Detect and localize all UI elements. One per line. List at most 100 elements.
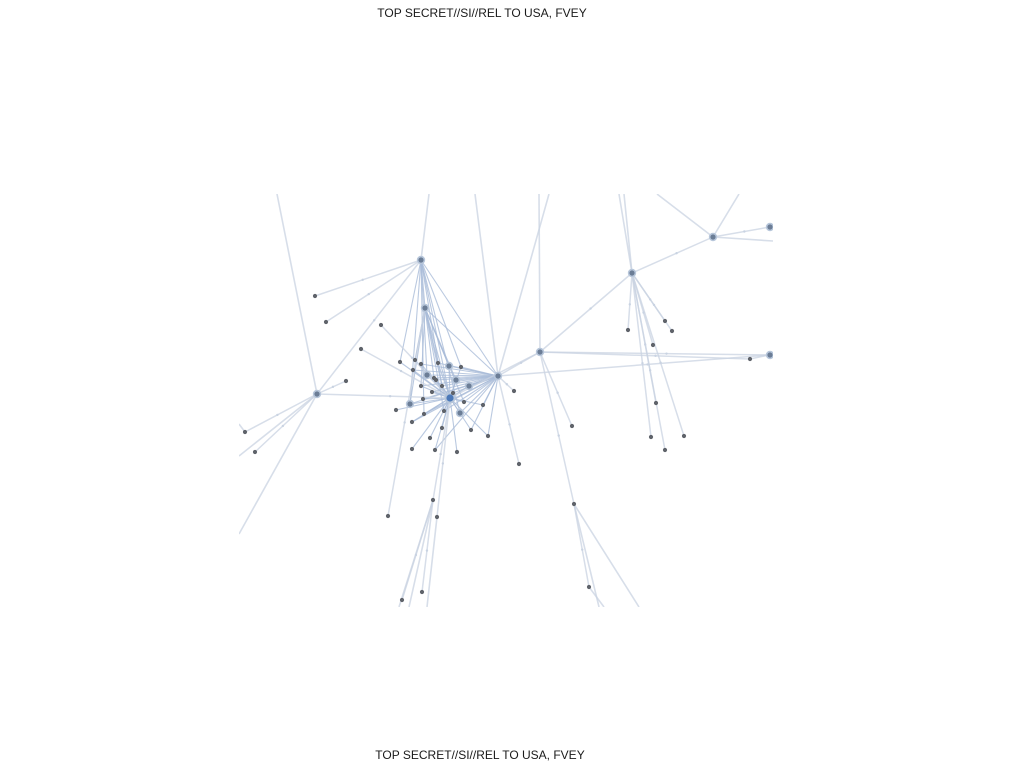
graph-node <box>431 375 437 381</box>
graph-hub-node <box>407 401 413 407</box>
graph-node <box>418 361 424 367</box>
graph-node <box>586 584 592 590</box>
network-graph <box>239 194 773 607</box>
graph-node <box>648 434 654 440</box>
graph-edge-marker <box>508 423 511 426</box>
graph-hub-node <box>453 377 459 383</box>
graph-hub-node <box>710 234 716 240</box>
graph-edge <box>436 397 451 518</box>
graph-node <box>242 429 248 435</box>
graph-edge-marker <box>425 549 429 552</box>
graph-edge <box>420 194 430 261</box>
graph-hub-node <box>424 372 430 378</box>
graph-edge <box>424 307 499 377</box>
graph-edge <box>497 194 550 377</box>
graph-node <box>681 433 687 439</box>
graph-edge <box>426 516 438 607</box>
graph-edge <box>421 499 434 593</box>
graph-edge <box>539 351 573 427</box>
graph-node <box>399 597 405 603</box>
graph-node <box>427 435 433 441</box>
graph-edge <box>588 586 605 607</box>
graph-hub-node <box>314 391 320 397</box>
graph-edge <box>420 259 461 414</box>
graph-edge <box>573 503 590 588</box>
graph-edge <box>432 397 451 501</box>
graph-edge-marker <box>505 383 508 386</box>
graph-edge <box>573 503 640 607</box>
graph-edge <box>408 499 434 607</box>
graph-edge-marker <box>373 319 376 322</box>
graph-node <box>747 356 753 362</box>
graph-node <box>409 446 415 452</box>
graph-edge-marker <box>743 230 746 233</box>
graph-edge-marker <box>281 424 285 428</box>
graph-edge <box>539 351 751 360</box>
graph-node <box>429 389 435 395</box>
graph-node <box>511 388 517 394</box>
graph-node <box>358 346 364 352</box>
graph-edge-marker <box>589 307 592 310</box>
graph-node <box>450 390 456 396</box>
graph-edge <box>497 375 520 465</box>
graph-node <box>439 383 445 389</box>
graph-edge <box>316 393 451 399</box>
graph-edge <box>631 272 666 451</box>
graph-hub-node <box>418 257 424 263</box>
graph-edge <box>314 259 422 297</box>
graph-edge <box>474 194 499 377</box>
graph-node <box>323 319 329 325</box>
graph-edge <box>420 259 462 368</box>
graph-node <box>434 514 440 520</box>
graph-edge <box>254 393 318 453</box>
graph-node <box>625 327 631 333</box>
graph-hub-node <box>767 224 773 230</box>
graph-edge-marker <box>367 292 370 296</box>
classification-banner-top: TOP SECRET//SI//REL TO USA, FVEY <box>377 6 587 20</box>
graph-edge-marker <box>556 391 559 394</box>
graph-node <box>439 425 445 431</box>
graph-node <box>669 328 675 334</box>
graph-core-node <box>446 394 454 402</box>
graph-edge <box>656 194 714 238</box>
graph-edge <box>712 194 740 238</box>
graph-edge <box>573 503 600 607</box>
graph-edge <box>618 194 633 274</box>
graph-edge <box>434 397 451 451</box>
graph-edge <box>420 259 499 377</box>
graph-edge <box>449 397 458 453</box>
graph-edge-marker <box>331 385 335 389</box>
graph-hub-node <box>767 352 773 358</box>
graph-edge <box>424 307 435 379</box>
graph-edge <box>539 351 771 356</box>
graph-node <box>569 423 575 429</box>
graph-node <box>458 364 464 370</box>
graph-edge <box>401 499 434 601</box>
graph-edge <box>395 397 451 411</box>
graph-node <box>421 411 427 417</box>
graph-edge-marker <box>665 352 668 355</box>
graph-hub-node <box>495 373 501 379</box>
graph-edge <box>539 272 633 353</box>
graph-node <box>653 400 659 406</box>
graph-node <box>378 322 384 328</box>
graph-hub-node <box>446 363 452 369</box>
graph-hub-node <box>466 383 472 389</box>
graph-edge-marker <box>403 421 406 424</box>
graph-hub-node <box>629 270 635 276</box>
graph-edge-marker <box>581 548 584 551</box>
graph-node <box>419 589 425 595</box>
graph-edge <box>399 259 422 363</box>
graph-edge <box>325 259 422 323</box>
graph-edge <box>429 397 451 439</box>
graph-edge <box>420 259 426 309</box>
graph-edge <box>424 307 451 399</box>
graph-edge-marker <box>399 369 403 373</box>
graph-edge <box>424 307 445 412</box>
graph-edge <box>487 375 499 437</box>
graph-node <box>441 408 447 414</box>
graph-node <box>662 318 668 324</box>
graph-edge-marker <box>641 362 644 365</box>
graph-edge <box>712 226 771 238</box>
graph-edge <box>443 375 499 412</box>
